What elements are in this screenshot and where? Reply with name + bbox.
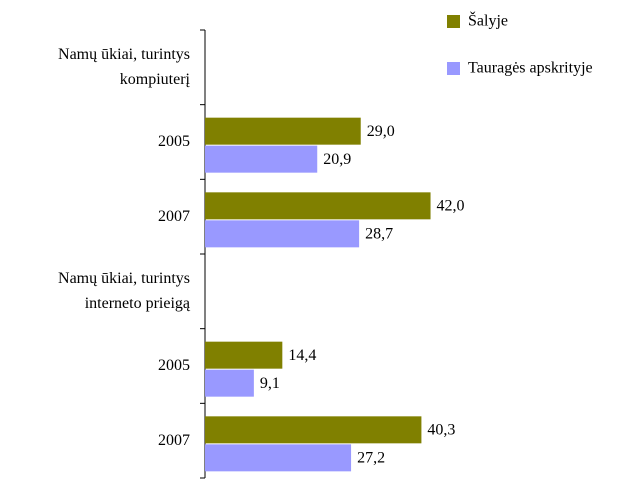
bar xyxy=(205,416,422,444)
category-text: 2007 xyxy=(158,432,190,450)
value-label: 40,3 xyxy=(427,422,455,439)
bar xyxy=(205,192,431,220)
category-label: 2005 xyxy=(0,105,190,180)
value-label: 20,9 xyxy=(323,151,351,168)
bar xyxy=(205,444,352,472)
bar xyxy=(205,369,254,397)
value-label: 42,0 xyxy=(437,198,465,215)
bar xyxy=(205,220,360,248)
legend-swatch xyxy=(447,15,460,28)
category-label: 2007 xyxy=(0,403,190,478)
category-text: 2005 xyxy=(158,133,190,151)
value-label: 27,2 xyxy=(357,450,385,467)
category-text: 2007 xyxy=(158,208,190,226)
value-label: 14,4 xyxy=(288,347,316,364)
category-text: Namų ūkiai, turintys kompiuterį xyxy=(58,46,190,89)
bar xyxy=(205,145,318,173)
category-text: Namų ūkiai, turintys interneto prieigą xyxy=(58,270,190,313)
category-label: Namų ūkiai, turintys interneto prieigą xyxy=(0,254,190,329)
bar xyxy=(205,117,361,145)
category-label: Namų ūkiai, turintys kompiuterį xyxy=(0,30,190,105)
bar xyxy=(205,341,283,369)
category-label: 2007 xyxy=(0,179,190,254)
value-label: 29,0 xyxy=(367,123,395,140)
legend-swatch xyxy=(447,62,460,75)
category-text: 2005 xyxy=(158,357,190,375)
legend-label: Tauragės apskrityje xyxy=(468,60,593,77)
category-label: 2005 xyxy=(0,329,190,404)
value-label: 9,1 xyxy=(260,375,280,392)
legend-label: Šalyje xyxy=(468,11,508,30)
value-label: 28,7 xyxy=(365,226,393,243)
